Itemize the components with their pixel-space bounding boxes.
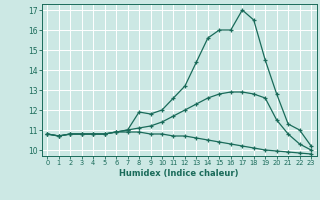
X-axis label: Humidex (Indice chaleur): Humidex (Indice chaleur) (119, 169, 239, 178)
